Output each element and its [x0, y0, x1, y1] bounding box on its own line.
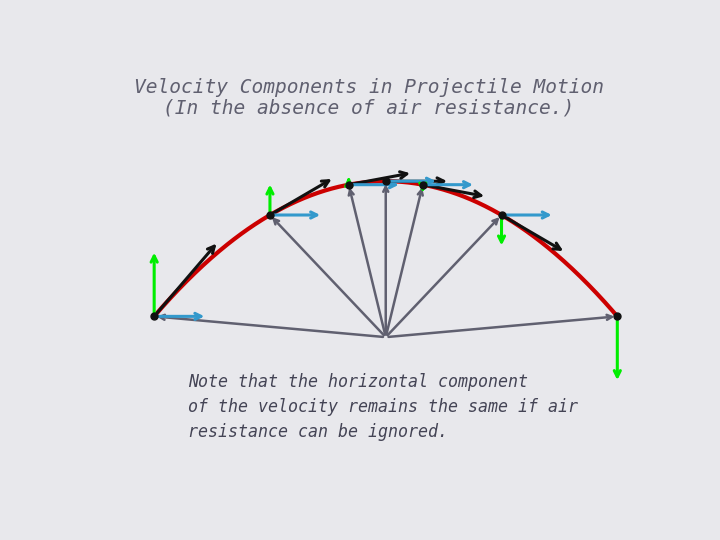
Text: (In the absence of air resistance.): (In the absence of air resistance.) — [163, 99, 575, 118]
Text: Velocity Components in Projectile Motion: Velocity Components in Projectile Motion — [134, 78, 604, 97]
Text: Note that the horizontal component
of the velocity remains the same if air
resis: Note that the horizontal component of th… — [188, 373, 577, 441]
